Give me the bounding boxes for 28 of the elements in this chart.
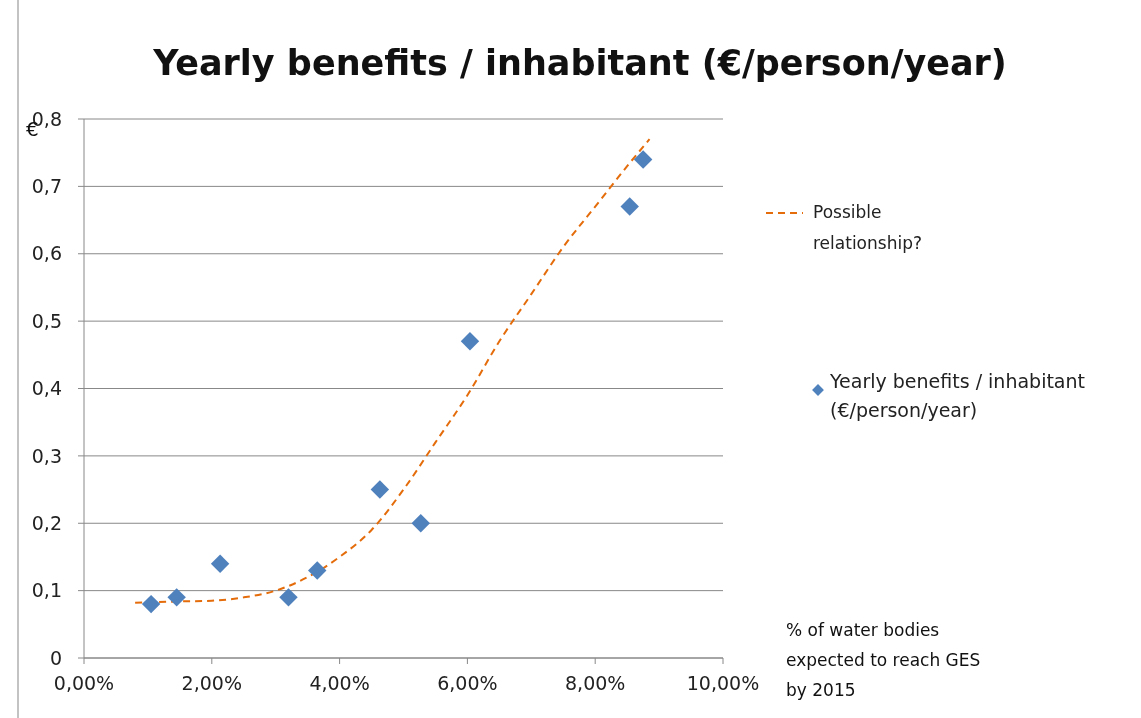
point [620, 197, 639, 216]
y-tick-label: 0,6 [31, 242, 62, 265]
chart-title: Yearly benefits / inhabitant (€/person/year) [152, 43, 1007, 83]
point [460, 332, 480, 351]
point [167, 588, 186, 607]
x-tick-label: 6,00% [437, 672, 498, 694]
x-tick-label: 10,00% [686, 672, 760, 694]
point [141, 594, 161, 614]
y-tick-label: 0,3 [31, 444, 62, 467]
y-tick-label: 0,7 [31, 175, 62, 198]
y-tick-label: 0,5 [31, 309, 62, 332]
y-tick-label: 0,1 [31, 579, 62, 602]
x-tick-label: 0,00% [53, 672, 115, 694]
y-tick-label: 0,4 [31, 377, 62, 400]
point [411, 514, 430, 533]
point [210, 554, 230, 573]
x-tick-label: 4,00% [309, 672, 370, 694]
point [633, 150, 653, 169]
legend-label: Yearly benefits / inhabitant (€/person/year) [829, 370, 1085, 421]
x-axis-title: % of water bodies expected to reach GES by 2015 [786, 620, 981, 700]
point [370, 480, 390, 499]
legend-label: Possible relationship? [813, 202, 922, 253]
y-tick-label: 0,2 [31, 511, 62, 534]
point [308, 561, 327, 580]
x-tick-label: 2,00% [181, 672, 242, 694]
point [279, 588, 298, 607]
y-tick-label: 0 [49, 646, 62, 669]
x-tick-label: 8,00% [565, 672, 626, 694]
